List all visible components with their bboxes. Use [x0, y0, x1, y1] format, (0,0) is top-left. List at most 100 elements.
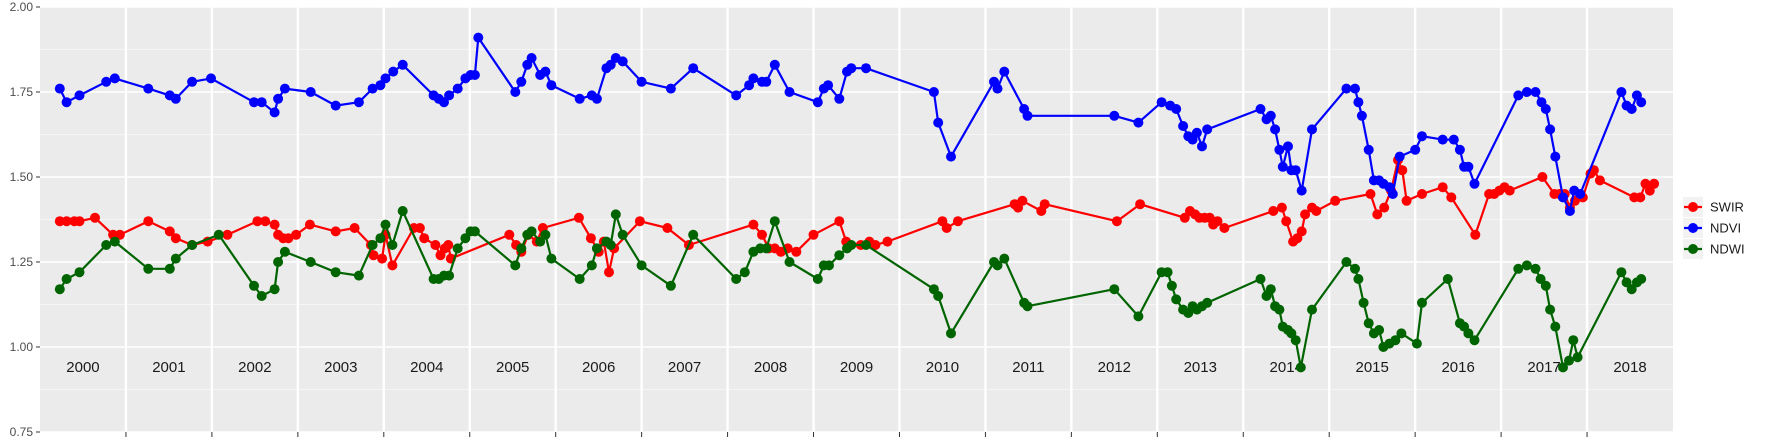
- data-point-ndwi: [591, 243, 602, 254]
- data-point-ndvi: [510, 87, 521, 97]
- data-point-swir: [443, 240, 454, 250]
- data-point-ndvi: [187, 76, 198, 87]
- data-point-ndwi: [1626, 284, 1637, 295]
- data-point-swir: [114, 229, 125, 240]
- data-point-ndwi: [665, 280, 676, 291]
- data-point-ndwi: [1411, 338, 1422, 349]
- data-point-swir: [748, 219, 759, 230]
- data-point-ndvi: [1296, 185, 1307, 196]
- data-point-swir: [1212, 216, 1223, 227]
- legend: SWIR NDVI NDWI: [1683, 197, 1745, 259]
- data-point-ndvi: [1277, 161, 1288, 172]
- data-point-ndwi: [739, 267, 750, 278]
- data-point-ndvi: [999, 66, 1010, 77]
- y-tick-label: 0.75: [10, 425, 34, 439]
- data-point-ndvi: [1469, 178, 1480, 189]
- data-point-swir: [1470, 229, 1481, 240]
- data-point-swir: [1039, 199, 1050, 210]
- data-point-swir: [430, 240, 441, 250]
- data-point-ndvi: [1417, 131, 1427, 142]
- data-point-ndvi: [1156, 97, 1167, 108]
- y-tick-label: 1.25: [10, 255, 34, 269]
- data-point-ndwi: [1374, 325, 1385, 335]
- data-point-ndvi: [206, 73, 216, 84]
- data-point-ndwi: [187, 240, 198, 250]
- legend-key-point: [1688, 223, 1698, 233]
- data-point-swir: [1276, 202, 1287, 213]
- data-point-swir: [1268, 206, 1279, 216]
- data-point-ndwi: [1469, 335, 1480, 346]
- data-point-ndwi: [586, 260, 597, 271]
- data-point-ndvi: [823, 80, 834, 91]
- data-point-ndwi: [617, 229, 628, 240]
- series-ndvi: [54, 32, 1647, 216]
- data-point-ndvi: [748, 73, 759, 84]
- data-point-ndwi: [1353, 274, 1364, 284]
- data-point-ndvi: [665, 83, 676, 94]
- data-point-ndwi: [992, 260, 1003, 271]
- data-point-ndvi: [170, 93, 181, 104]
- data-point-swir: [791, 246, 802, 257]
- y-tick-label: 1.50: [10, 170, 34, 184]
- data-point-ndvi: [249, 97, 259, 108]
- data-point-ndwi: [452, 243, 463, 254]
- data-point-ndvi: [444, 90, 455, 101]
- data-point-ndvi: [1530, 87, 1541, 97]
- data-point-swir: [304, 219, 315, 230]
- data-point-ndwi: [946, 328, 956, 339]
- data-point-ndvi: [380, 73, 391, 84]
- data-point-ndvi: [61, 97, 72, 108]
- data-point-ndwi: [834, 250, 845, 261]
- data-point-ndvi: [1255, 104, 1266, 114]
- data-point-ndwi: [574, 274, 585, 284]
- data-point-swir: [1219, 223, 1230, 233]
- data-point-ndvi: [1394, 151, 1405, 162]
- data-point-ndvi: [1616, 87, 1627, 97]
- data-point-ndvi: [1171, 104, 1182, 114]
- data-point-ndvi: [761, 76, 772, 87]
- data-point-ndvi: [1356, 110, 1367, 121]
- data-point-ndvi: [688, 63, 699, 74]
- data-point-ndvi: [1191, 127, 1202, 138]
- data-point-ndwi: [516, 243, 527, 254]
- legend-label: SWIR: [1710, 200, 1744, 215]
- data-point-swir: [1446, 192, 1457, 203]
- data-point-ndvi: [1626, 104, 1637, 114]
- data-point-swir: [757, 229, 767, 240]
- y-tick-label: 1.00: [10, 340, 34, 354]
- data-point-ndwi: [1417, 297, 1427, 308]
- data-point-ndvi: [143, 83, 154, 94]
- data-point-ndwi: [273, 257, 284, 267]
- data-point-ndvi: [353, 97, 364, 108]
- data-point-ndwi: [380, 219, 391, 230]
- data-point-ndwi: [1521, 260, 1532, 271]
- data-point-ndvi: [574, 93, 585, 104]
- y-tick-label: 2.00: [10, 0, 34, 14]
- legend-key-point: [1688, 202, 1698, 212]
- data-point-ndwi: [460, 233, 471, 244]
- year-label: 2018: [1613, 359, 1646, 376]
- data-point-ndvi: [812, 97, 823, 108]
- data-point-swir: [377, 253, 388, 264]
- data-point-ndvi: [1575, 189, 1586, 199]
- data-point-ndwi: [1109, 284, 1120, 295]
- data-point-ndvi: [834, 93, 845, 104]
- data-point-ndvi: [1109, 110, 1120, 121]
- data-point-swir: [585, 233, 596, 244]
- year-label: 2013: [1184, 359, 1217, 376]
- data-point-ndwi: [1202, 297, 1213, 308]
- data-point-ndvi: [1448, 134, 1459, 145]
- data-point-swir: [808, 229, 819, 240]
- data-point-ndvi: [1274, 144, 1285, 155]
- data-point-swir: [662, 223, 673, 233]
- data-point-ndvi: [269, 107, 280, 118]
- data-point-ndvi: [74, 90, 85, 101]
- data-point-ndwi: [101, 240, 112, 250]
- data-point-ndwi: [784, 257, 795, 267]
- data-point-ndwi: [1463, 328, 1474, 339]
- data-point-ndvi: [516, 76, 527, 87]
- data-point-ndvi: [1564, 206, 1575, 216]
- data-point-ndwi: [1535, 274, 1546, 284]
